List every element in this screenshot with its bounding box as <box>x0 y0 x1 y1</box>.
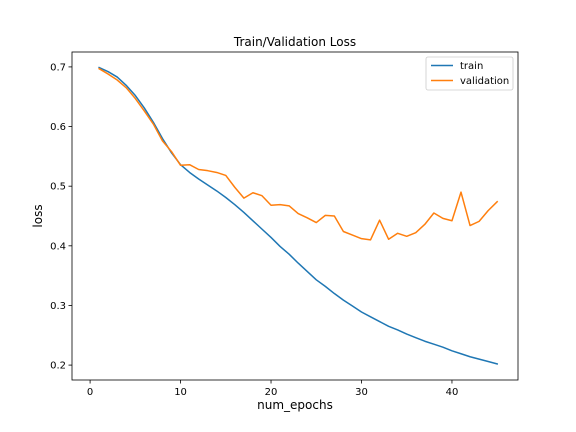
legend: train validation <box>426 57 513 90</box>
y-tick-label: 0.5 <box>50 182 66 193</box>
y-tick-label: 0.7 <box>50 62 66 73</box>
chart-title: Train/Validation Loss <box>233 35 356 49</box>
x-tick-label: 40 <box>446 387 459 398</box>
x-tick-label: 10 <box>174 387 187 398</box>
y-tick-label: 0.6 <box>50 122 66 133</box>
y-tick-label: 0.3 <box>50 301 66 312</box>
x-axis-label: num_epochs <box>257 398 333 412</box>
legend-train-label: train <box>460 61 483 72</box>
legend-validation-label: validation <box>460 76 509 87</box>
y-tick-label: 0.2 <box>50 361 66 372</box>
y-axis-label: loss <box>31 204 45 227</box>
x-tick-label: 20 <box>265 387 278 398</box>
x-tick-label: 0 <box>87 387 93 398</box>
y-tick-label: 0.4 <box>50 241 66 252</box>
x-tick-label: 30 <box>355 387 368 398</box>
